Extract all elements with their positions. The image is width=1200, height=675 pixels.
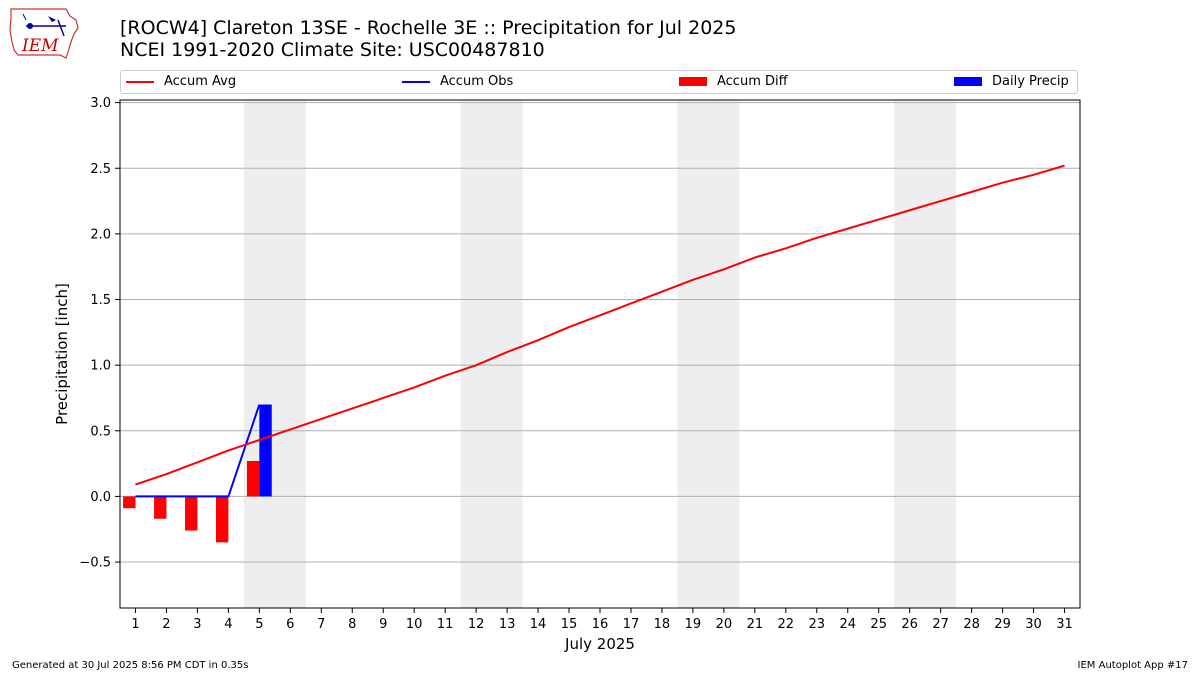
x-tick-label: 5 <box>255 617 263 632</box>
x-tick-label: 26 <box>901 617 918 632</box>
x-tick-label: 27 <box>932 617 949 632</box>
x-tick-label: 14 <box>530 617 547 632</box>
legend-item-daily-precip: Daily Precip <box>954 74 1069 89</box>
y-axis-label: Precipitation [inch] <box>53 283 71 425</box>
legend-item-accum-diff: Accum Diff <box>679 74 788 89</box>
x-tick-label: 15 <box>561 617 578 632</box>
legend-swatch-accum-obs <box>402 80 430 83</box>
x-tick-label: 16 <box>592 617 609 632</box>
x-tick-label: 18 <box>654 617 671 632</box>
accum-diff-bar <box>154 496 167 519</box>
iem-logo: IEM <box>9 8 79 59</box>
x-tick-label: 8 <box>348 617 356 632</box>
x-axis-label: July 2025 <box>564 635 635 653</box>
legend-swatch-daily-precip <box>954 77 982 86</box>
x-tick-label: 22 <box>778 617 795 632</box>
x-tick-label: 1 <box>131 617 139 632</box>
weekend-band <box>677 100 740 608</box>
daily-precip-bar <box>259 404 272 497</box>
iem-logo-text: IEM <box>21 36 59 56</box>
x-tick-label: 21 <box>747 617 764 632</box>
x-tick-label: 12 <box>468 617 485 632</box>
weekend-band <box>894 100 957 608</box>
y-tick-label: 0.5 <box>90 424 111 439</box>
accum-diff-bar <box>246 460 260 497</box>
x-tick-label: 24 <box>839 617 856 632</box>
legend-item-accum-obs: Accum Obs <box>402 74 513 89</box>
x-tick-label: 11 <box>437 617 454 632</box>
x-tick-label: 9 <box>379 617 387 632</box>
legend-label-accum-diff: Accum Diff <box>717 74 788 89</box>
accum-diff-bar <box>216 496 229 543</box>
legend-swatch-accum-avg <box>126 80 154 83</box>
y-tick-label: 1.5 <box>90 293 111 308</box>
x-tick-label: 3 <box>193 617 201 632</box>
footer-app: IEM Autoplot App #17 <box>1077 660 1188 671</box>
accum-obs-line <box>135 404 261 498</box>
x-tick-label: 23 <box>809 617 826 632</box>
weekend-band <box>460 100 523 608</box>
legend-label-accum-obs: Accum Obs <box>440 74 514 89</box>
legend-swatch-accum-diff <box>679 77 707 86</box>
accum-diff-bar <box>123 496 136 509</box>
chart-subtitle: NCEI 1991-2020 Climate Site: USC00487810 <box>120 39 545 61</box>
x-tick-label: 4 <box>224 617 232 632</box>
accum-diff-bar <box>185 496 198 531</box>
legend-item-accum-avg: Accum Avg <box>126 74 236 89</box>
x-tick-label: 31 <box>1056 617 1073 632</box>
chart-title: [ROCW4] Clareton 13SE - Rochelle 3E :: P… <box>120 17 737 39</box>
y-tick-label: 3.0 <box>90 96 111 111</box>
y-tick-label: 1.0 <box>90 359 111 374</box>
footer-generated: Generated at 30 Jul 2025 8:56 PM CDT in … <box>12 660 249 671</box>
x-tick-label: 20 <box>716 617 733 632</box>
legend-label-accum-avg: Accum Avg <box>164 74 237 89</box>
x-tick-label: 6 <box>286 617 294 632</box>
y-tick-label: 2.5 <box>90 162 111 177</box>
y-tick-label: 2.0 <box>90 227 111 242</box>
weekend-band <box>243 100 306 608</box>
x-tick-label: 2 <box>162 617 170 632</box>
x-tick-label: 17 <box>623 617 640 632</box>
x-tick-label: 29 <box>994 617 1011 632</box>
x-tick-label: 7 <box>317 617 325 632</box>
x-tick-label: 30 <box>1025 617 1042 632</box>
x-tick-label: 25 <box>870 617 887 632</box>
x-tick-label: 28 <box>963 617 980 632</box>
legend-label-daily-precip: Daily Precip <box>992 74 1069 89</box>
y-tick-label: −0.5 <box>79 556 111 571</box>
accum-avg-line <box>135 164 1065 486</box>
x-tick-label: 13 <box>499 617 516 632</box>
chart-legend: Accum Avg Accum Obs Accum Diff Daily Pre… <box>120 70 1078 94</box>
x-tick-label: 10 <box>406 617 423 632</box>
x-tick-label: 19 <box>685 617 702 632</box>
y-tick-label: 0.0 <box>90 490 111 505</box>
